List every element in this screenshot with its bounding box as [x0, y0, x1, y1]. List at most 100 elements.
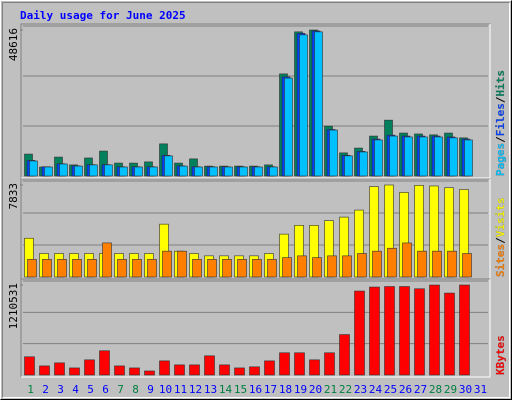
bar: [344, 155, 353, 177]
x-tick-label: 13: [204, 383, 217, 396]
bar: [69, 367, 80, 376]
bar: [264, 360, 275, 376]
bar: [399, 286, 410, 376]
bar: [27, 259, 37, 278]
bar: [369, 286, 380, 376]
bar: [374, 139, 383, 177]
bar: [324, 352, 335, 376]
y-tick-label: 7833: [7, 183, 20, 210]
bar: [357, 253, 367, 278]
bar: [237, 259, 247, 278]
bar: [144, 370, 155, 376]
bar: [464, 139, 473, 177]
x-tick-label: 23: [354, 383, 367, 396]
bar: [84, 359, 95, 376]
bar: [224, 166, 233, 177]
bar: [282, 257, 292, 278]
x-tick-label: 7: [117, 383, 124, 396]
x-tick-label: 5: [87, 383, 94, 396]
bar: [372, 250, 382, 278]
x-tick-label: 9: [147, 383, 154, 396]
legend-entry: Pages: [494, 143, 507, 176]
bar: [99, 350, 110, 376]
x-tick-label: 2: [42, 383, 49, 396]
bar: [414, 288, 425, 376]
bar: [177, 250, 187, 278]
bar: [209, 166, 218, 177]
bar: [434, 136, 443, 177]
bar: [432, 250, 442, 278]
x-tick-label: 6: [102, 383, 109, 396]
bar: [147, 259, 157, 278]
bar: [384, 286, 395, 376]
bar: [294, 352, 305, 376]
bar: [162, 250, 172, 278]
bar: [207, 259, 217, 278]
x-tick-label: 1: [27, 383, 34, 396]
chart-title: Daily usage for June 2025: [20, 9, 186, 22]
bar: [159, 360, 170, 376]
bar: [222, 259, 232, 278]
bar: [239, 166, 248, 177]
x-tick-label: 21: [324, 383, 337, 396]
bar: [329, 129, 338, 177]
bar: [297, 255, 307, 278]
x-tick-label: 24: [369, 383, 383, 396]
bar: [419, 136, 428, 177]
legend-separator: /: [494, 96, 507, 103]
legend-entry: Files: [494, 103, 507, 136]
bar: [404, 136, 413, 177]
bar: [189, 364, 200, 376]
bar: [39, 365, 50, 376]
bar: [117, 259, 127, 278]
x-tick-label: 25: [384, 383, 397, 396]
x-tick-label: 27: [414, 383, 427, 396]
bar: [59, 163, 68, 177]
bar: [129, 367, 140, 376]
bar: [279, 352, 290, 376]
x-tick-label: 19: [294, 383, 307, 396]
x-tick-label: 29: [444, 383, 457, 396]
bar: [309, 359, 320, 376]
bar: [389, 135, 398, 177]
bar: [342, 255, 352, 278]
plot-bevel: [21, 279, 491, 378]
bar: [114, 365, 125, 376]
legend-entry: Sites: [494, 244, 507, 277]
bar: [194, 166, 203, 177]
bar: [204, 355, 215, 376]
bar: [42, 259, 52, 278]
x-tick-label: 17: [264, 383, 277, 396]
legend: KBytes: [494, 335, 507, 375]
bar: [134, 166, 143, 177]
bar: [459, 284, 470, 376]
bar: [72, 259, 82, 278]
bar: [179, 165, 188, 177]
bar: [119, 166, 128, 177]
legend: Sites/Visits: [494, 198, 507, 278]
y-tick-label: 48616: [7, 28, 20, 61]
bar: [269, 166, 278, 177]
legend-entry: Visits: [494, 198, 507, 238]
legend-separator: /: [494, 136, 507, 143]
bar: [447, 250, 457, 278]
bar: [267, 259, 277, 278]
plot-area: [20, 278, 491, 378]
bar: [312, 257, 322, 278]
bar: [164, 155, 173, 177]
bar: [429, 284, 440, 376]
x-tick-label: 22: [339, 383, 352, 396]
bar: [149, 166, 158, 177]
bar: [402, 242, 412, 278]
bar: [44, 166, 53, 177]
x-tick-label: 8: [132, 383, 139, 396]
bar: [359, 151, 368, 177]
x-tick-label: 30: [459, 383, 472, 396]
x-tick-label: 12: [189, 383, 202, 396]
x-tick-label: 11: [174, 383, 187, 396]
bar: [327, 255, 337, 278]
